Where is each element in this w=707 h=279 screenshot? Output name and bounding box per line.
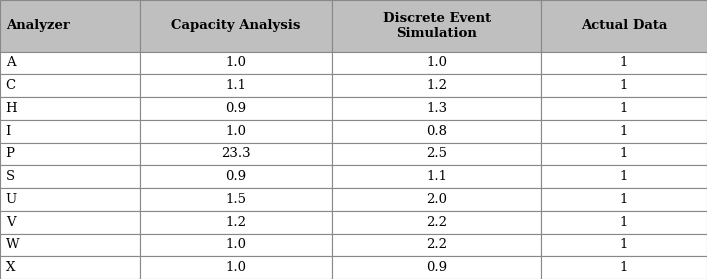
Text: 1: 1 — [620, 79, 628, 92]
Text: 1.0: 1.0 — [226, 125, 247, 138]
Text: Capacity Analysis: Capacity Analysis — [172, 19, 300, 32]
Bar — [332, 143, 541, 165]
Text: 1: 1 — [620, 102, 628, 115]
Text: H: H — [6, 102, 17, 115]
Bar — [541, 120, 707, 143]
Bar — [140, 97, 332, 120]
Text: X: X — [6, 261, 15, 274]
Text: 1: 1 — [620, 261, 628, 274]
Text: 1.2: 1.2 — [226, 216, 247, 229]
Bar — [541, 188, 707, 211]
Bar — [0, 165, 140, 188]
Text: 1: 1 — [620, 216, 628, 229]
Bar — [0, 120, 140, 143]
Bar — [0, 143, 140, 165]
Text: Analyzer: Analyzer — [6, 19, 69, 32]
Bar — [0, 188, 140, 211]
Bar — [140, 143, 332, 165]
Text: 2.2: 2.2 — [426, 216, 447, 229]
Bar — [541, 97, 707, 120]
Text: 23.3: 23.3 — [221, 147, 251, 160]
Bar — [541, 234, 707, 256]
Text: C: C — [6, 79, 16, 92]
Bar — [140, 165, 332, 188]
Text: S: S — [6, 170, 15, 183]
Text: Discrete Event
Simulation: Discrete Event Simulation — [382, 12, 491, 40]
Text: 1.0: 1.0 — [426, 56, 447, 69]
Bar — [541, 256, 707, 279]
Bar — [0, 97, 140, 120]
Text: W: W — [6, 238, 19, 251]
Bar — [140, 256, 332, 279]
Text: 1.1: 1.1 — [426, 170, 447, 183]
Bar — [332, 52, 541, 74]
Bar — [332, 256, 541, 279]
Text: 1: 1 — [620, 170, 628, 183]
Text: 2.2: 2.2 — [426, 238, 447, 251]
Bar — [0, 234, 140, 256]
Text: U: U — [6, 193, 17, 206]
Bar — [0, 52, 140, 74]
Bar — [332, 97, 541, 120]
Text: Actual Data: Actual Data — [580, 19, 667, 32]
Text: 1.0: 1.0 — [226, 56, 247, 69]
Text: 0.9: 0.9 — [426, 261, 447, 274]
Text: 1: 1 — [620, 193, 628, 206]
Bar — [541, 74, 707, 97]
Bar — [541, 165, 707, 188]
Text: 1.3: 1.3 — [426, 102, 447, 115]
Bar — [140, 234, 332, 256]
Text: V: V — [6, 216, 16, 229]
Text: 0.9: 0.9 — [226, 170, 247, 183]
Text: 0.8: 0.8 — [426, 125, 447, 138]
Bar — [140, 0, 332, 52]
Bar — [140, 120, 332, 143]
Text: A: A — [6, 56, 16, 69]
Bar — [140, 188, 332, 211]
Bar — [0, 0, 140, 52]
Bar — [332, 120, 541, 143]
Text: 2.0: 2.0 — [426, 193, 447, 206]
Text: 1.0: 1.0 — [226, 261, 247, 274]
Text: 1: 1 — [620, 238, 628, 251]
Bar — [0, 74, 140, 97]
Bar — [140, 52, 332, 74]
Bar — [541, 52, 707, 74]
Bar — [332, 0, 541, 52]
Text: 2.5: 2.5 — [426, 147, 447, 160]
Bar — [0, 211, 140, 234]
Text: 0.9: 0.9 — [226, 102, 247, 115]
Bar — [541, 143, 707, 165]
Bar — [140, 74, 332, 97]
Bar — [332, 188, 541, 211]
Bar — [332, 211, 541, 234]
Bar — [541, 211, 707, 234]
Text: 1.1: 1.1 — [226, 79, 247, 92]
Bar — [332, 74, 541, 97]
Bar — [541, 0, 707, 52]
Bar — [140, 211, 332, 234]
Bar — [332, 234, 541, 256]
Text: 1: 1 — [620, 125, 628, 138]
Text: 1.0: 1.0 — [226, 238, 247, 251]
Text: I: I — [6, 125, 11, 138]
Text: 1: 1 — [620, 56, 628, 69]
Bar — [0, 256, 140, 279]
Text: 1.2: 1.2 — [426, 79, 447, 92]
Bar — [332, 165, 541, 188]
Text: P: P — [6, 147, 15, 160]
Text: 1: 1 — [620, 147, 628, 160]
Text: 1.5: 1.5 — [226, 193, 247, 206]
